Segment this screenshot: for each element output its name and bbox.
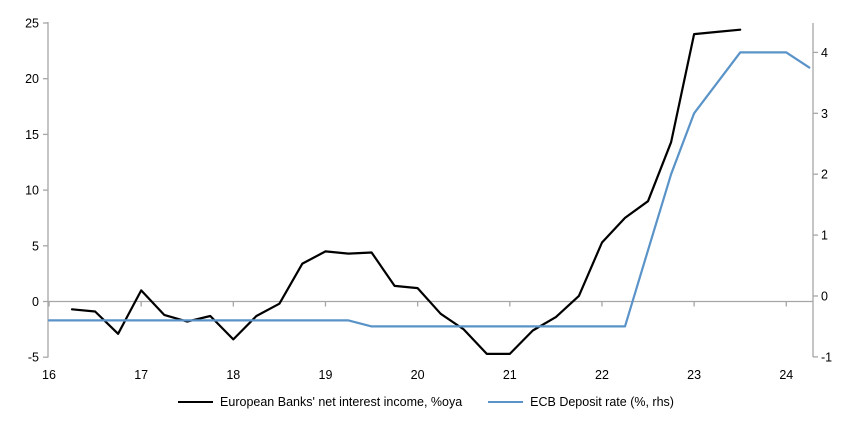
x-axis-tick-label: 20 [411,368,425,382]
right-axis-tick-label: 4 [821,46,828,60]
net-interest-income-line [70,28,742,355]
x-axis-tick-label: 16 [42,368,56,382]
x-axis-tick-label: 23 [687,368,701,382]
x-axis-tick-label: 22 [595,368,609,382]
x-axis-tick-label: 21 [503,368,517,382]
left-axis-tick-label: 25 [25,17,39,31]
right-axis-tick-label: -1 [821,350,832,364]
legend-label-ecb-deposit-rate: ECB Deposit rate (%, rhs) [530,395,674,409]
left-axis-tick-label: 0 [32,295,39,309]
legend-label-net-interest-income: European Banks' net interest income, %oy… [220,395,463,409]
left-axis-tick-label: 5 [32,239,39,253]
right-axis-tick-label: 1 [821,229,828,243]
ecb-deposit-rate-line [47,51,811,328]
blue-line-swatch [488,401,524,403]
right-axis-tick-label: 0 [821,290,828,304]
x-axis-tick-label: 24 [779,368,793,382]
legend-item-net-interest-income: European Banks' net interest income, %oy… [178,395,462,409]
right-axis-tick-label: 2 [821,168,828,182]
x-axis-tick-label: 18 [226,368,240,382]
left-axis-tick-label: 15 [25,128,39,142]
left-axis-tick-label: 10 [25,184,39,198]
left-axis-tick-label: -5 [28,351,39,365]
right-axis-tick-label: 3 [821,107,828,121]
legend-item-ecb-deposit-rate: ECB Deposit rate (%, rhs) [488,395,674,409]
x-axis-tick-label: 17 [134,368,148,382]
left-axis-tick-label: 20 [25,72,39,86]
black-line-swatch [178,401,214,403]
chart-legend: European Banks' net interest income, %oy… [0,395,852,409]
x-axis-tick-label: 19 [319,368,333,382]
